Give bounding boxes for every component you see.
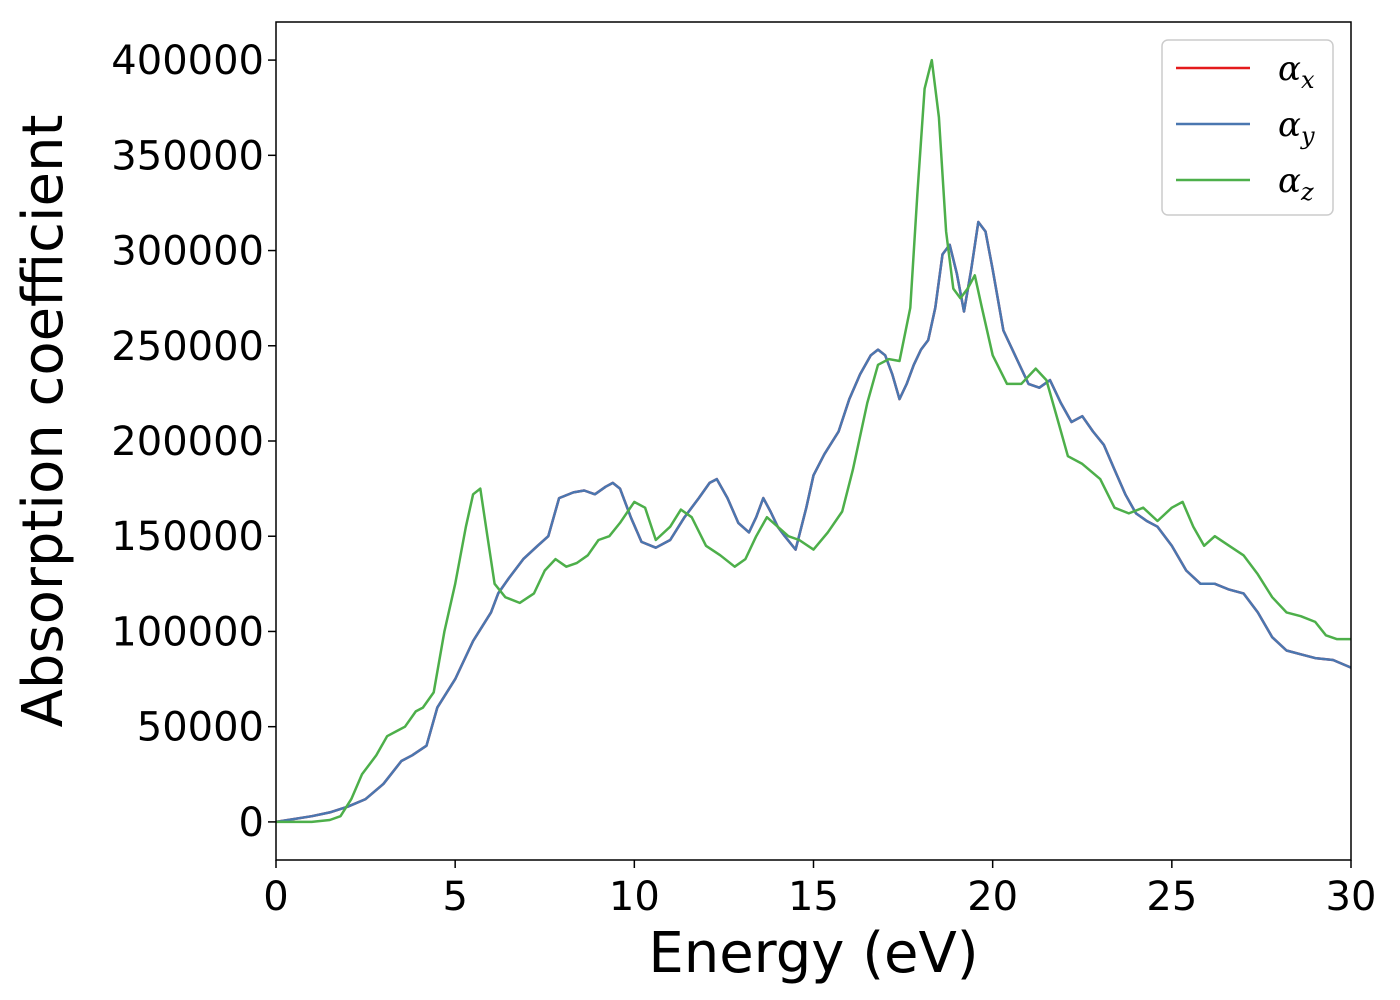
x-tick-label: 20 (967, 874, 1018, 920)
y-tick-label: 300000 (111, 229, 264, 275)
series-line-z (276, 58, 1351, 824)
y-axis-title: Absorption coefficient (11, 115, 76, 728)
series-line-y (275, 220, 1352, 824)
x-tick-label: 25 (1146, 874, 1197, 920)
legend-items: αx αy αz (1176, 49, 1315, 206)
y-tick-label: 200000 (111, 419, 264, 465)
x-tick-label: 0 (263, 874, 288, 920)
series-layer (275, 58, 1352, 824)
y-tick-label: 100000 (111, 609, 264, 655)
y-tick-label: 50000 (137, 705, 264, 751)
y-tick-label: 400000 (111, 38, 264, 84)
legend-box (1161, 39, 1334, 216)
y-tick-label: 350000 (111, 133, 264, 179)
legend-label-y: αy (1278, 105, 1315, 150)
y-tick-label: 250000 (111, 324, 264, 370)
y-tick-label: 150000 (111, 514, 264, 560)
x-axis-title: Energy (eV) (648, 921, 978, 986)
y-tick-label: 0 (239, 800, 264, 846)
x-tick-label: 15 (788, 874, 839, 920)
legend-label-z: αz (1278, 161, 1314, 206)
ticks-layer: 0 5 10 15 20 25 30 0 50000 100000 150000 200000 2500… (111, 38, 1376, 920)
x-tick-label: 5 (442, 874, 467, 920)
x-tick-label: 10 (609, 874, 660, 920)
series-line-x (275, 220, 1352, 824)
legend: αx αy αz (1161, 39, 1334, 216)
legend-label-x: αx (1278, 49, 1315, 94)
x-tick-label: 30 (1326, 874, 1377, 920)
